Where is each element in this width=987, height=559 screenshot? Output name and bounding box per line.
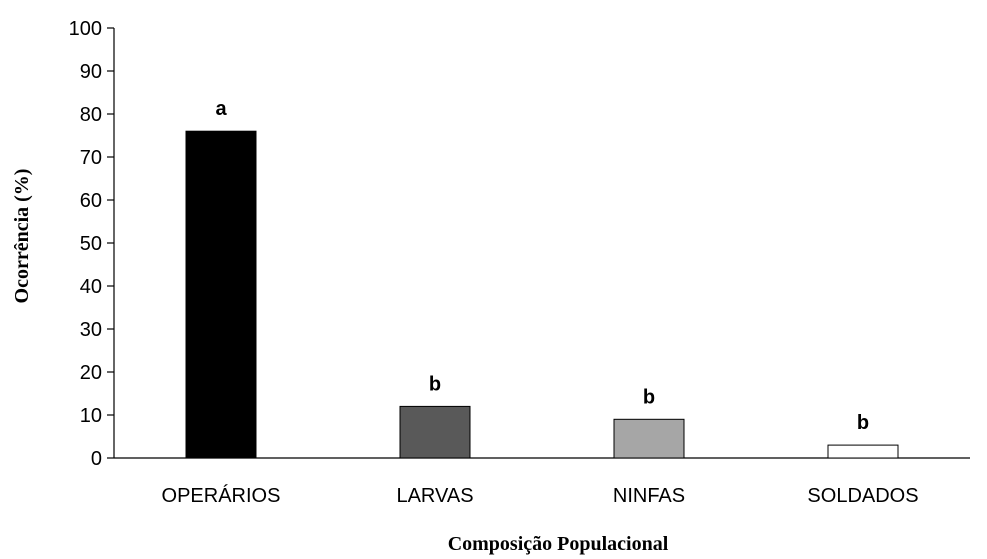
bars — [185, 130, 899, 459]
y-tick-label: 60 — [80, 190, 102, 212]
y-tick-label: 30 — [80, 319, 102, 341]
y-tick-label: 90 — [80, 61, 102, 83]
bar-data-label: a — [215, 98, 227, 120]
bar-ninfas — [613, 418, 685, 459]
y-tick-label: 50 — [80, 233, 102, 255]
bar-data-label: b — [643, 386, 655, 408]
x-axis-title: Composição Populacional — [448, 533, 669, 555]
bar-data-label: b — [429, 373, 441, 395]
x-tick-label: LARVAS — [396, 485, 473, 507]
y-tick-label: 40 — [80, 276, 102, 298]
y-tick-label: 70 — [80, 147, 102, 169]
x-tick-label: NINFAS — [613, 485, 685, 507]
y-tick-label: 10 — [80, 405, 102, 427]
bar-larvas — [399, 405, 471, 459]
y-axis-ticks: 0 10 20 30 40 50 60 70 80 90 100 — [69, 18, 114, 470]
x-axis-tick-labels: OPERÁRIOS LARVAS NINFAS SOLDADOS — [162, 484, 919, 507]
y-tick-label: 80 — [80, 104, 102, 126]
y-tick-label: 100 — [69, 18, 102, 40]
x-tick-label: SOLDADOS — [807, 485, 918, 507]
y-tick-label: 0 — [91, 448, 102, 470]
x-tick-label: OPERÁRIOS — [162, 484, 281, 507]
y-tick-label: 20 — [80, 362, 102, 384]
bar-data-labels: a b b b — [215, 98, 869, 434]
bar-operários — [185, 130, 257, 459]
bar-data-label: b — [857, 412, 869, 434]
y-axis-title: Ocorrência (%) — [11, 169, 33, 304]
bar-soldados — [827, 444, 899, 459]
